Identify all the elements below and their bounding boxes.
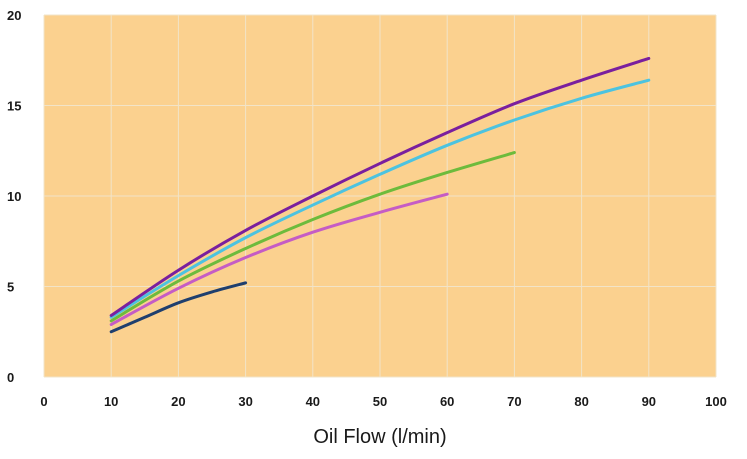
series-line-2 xyxy=(109,192,449,327)
x-tick-label-2: 20 xyxy=(171,394,185,409)
y-tick-label-2: 10 xyxy=(7,189,21,204)
x-tick-label-0: 0 xyxy=(40,394,47,409)
x-tick-label-4: 40 xyxy=(306,394,320,409)
x-tick-labels: 0 10 20 30 40 50 60 70 80 90 100 xyxy=(40,394,726,409)
series-line-4 xyxy=(109,78,651,319)
y-tick-labels: 0 5 10 15 20 xyxy=(7,8,21,385)
y-tick-label-0: 0 xyxy=(7,370,14,385)
x-tick-label-1: 10 xyxy=(104,394,118,409)
x-tick-label-10: 100 xyxy=(705,394,727,409)
series-line-5 xyxy=(109,56,651,317)
x-tick-label-9: 90 xyxy=(642,394,656,409)
x-axis-title: Oil Flow (l/min) xyxy=(313,426,446,448)
x-tick-label-8: 80 xyxy=(574,394,588,409)
y-tick-label-4: 20 xyxy=(7,8,21,23)
grid-lines xyxy=(43,14,717,378)
x-tick-label-3: 30 xyxy=(238,394,252,409)
y-tick-label-1: 5 xyxy=(7,280,14,295)
x-tick-label-5: 50 xyxy=(373,394,387,409)
series-lines xyxy=(109,56,651,334)
series-line-3 xyxy=(109,151,516,323)
x-tick-label-6: 60 xyxy=(440,394,454,409)
series-line-1 xyxy=(109,281,248,334)
y-tick-label-3: 15 xyxy=(7,99,21,114)
x-tick-label-7: 70 xyxy=(507,394,521,409)
